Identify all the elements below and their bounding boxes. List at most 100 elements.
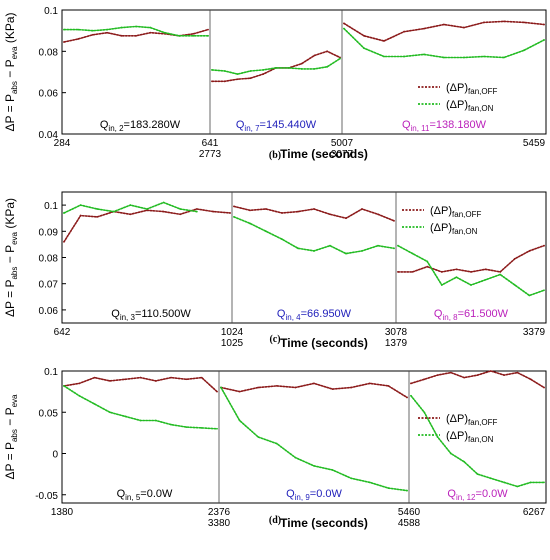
data-point-fan-on <box>476 473 479 476</box>
data-point-fan-on <box>470 284 472 286</box>
data-point-fan-off <box>139 376 142 379</box>
heat-load-value: =66.950W <box>301 308 352 320</box>
data-point-fan-on <box>262 69 265 71</box>
y-tick-label: 0.08 <box>39 254 59 265</box>
heat-load-value: =0.0W <box>140 488 173 500</box>
data-point-fan-off <box>216 390 218 393</box>
data-point-fan-on <box>195 210 198 213</box>
data-point-fan-off <box>91 33 94 36</box>
heat-load-label: Qin, 9=0.0W <box>286 488 342 502</box>
data-point-fan-off <box>78 382 81 385</box>
legend-main: (ΔP) <box>430 205 452 217</box>
data-point-fan-on <box>233 215 235 218</box>
data-point-fan-off <box>440 271 443 273</box>
data-point-fan-on <box>450 452 452 455</box>
data-point-fan-off <box>96 215 99 218</box>
data-point-fan-off <box>236 78 239 81</box>
data-point-fan-off <box>393 219 395 222</box>
data-point-fan-on <box>163 31 166 34</box>
series-line-fan-off-seg3 <box>397 244 545 273</box>
legend-label-fan-off: (ΔP)fan,OFF <box>446 82 497 96</box>
legend-label-fan-on: (ΔP)fan,ON <box>446 99 494 113</box>
data-point-fan-off <box>135 34 137 37</box>
heat-load-subscript: in, 3 <box>120 313 136 322</box>
series-line-fan-on-seg3 <box>343 27 545 59</box>
data-point-fan-off <box>185 378 188 381</box>
data-point-fan-off <box>124 378 127 381</box>
y-axis-label-part: abs <box>10 81 19 94</box>
data-point-fan-on <box>154 419 157 422</box>
data-point-fan-off <box>483 21 485 24</box>
data-point-fan-on <box>170 423 173 426</box>
heat-load-label: Qin, 4=66.950W <box>277 308 352 322</box>
data-point-fan-on <box>523 49 525 52</box>
legend-main: (ΔP) <box>446 82 468 94</box>
data-point-fan-off <box>463 26 465 29</box>
data-point-fan-on <box>106 28 109 31</box>
heat-load-symbol: Q <box>277 308 286 320</box>
y-axis-label-part: ΔP = P <box>3 442 17 479</box>
y-axis-label-part: eva <box>10 394 19 407</box>
data-point-fan-off <box>368 382 371 385</box>
data-point-fan-on <box>313 250 315 252</box>
data-point-fan-on <box>503 481 505 484</box>
x-tick-label: 5459 <box>523 138 546 149</box>
y-axis-label-part: − P <box>3 407 17 429</box>
data-point-fan-off <box>129 213 132 216</box>
data-point-fan-on <box>543 481 545 484</box>
y-axis-label-part: (KPa) <box>3 198 17 232</box>
heat-load-symbol: Q <box>434 308 443 320</box>
data-point-fan-off <box>463 376 466 379</box>
data-point-fan-off <box>406 396 408 399</box>
y-axis-label-part: ΔP = P <box>3 94 17 131</box>
data-point-fan-off <box>436 374 439 377</box>
heat-load-label: Qin, 11=138.180W <box>402 119 487 133</box>
data-point-fan-on <box>120 26 123 29</box>
data-point-fan-on <box>436 436 439 438</box>
data-point-fan-off <box>529 378 532 381</box>
data-point-fan-off <box>211 80 213 83</box>
data-point-fan-off <box>387 384 390 387</box>
data-point-fan-on <box>179 208 182 210</box>
data-point-fan-on <box>300 68 303 70</box>
heat-load-value: =0.0W <box>476 488 509 500</box>
plot-frame <box>61 370 547 504</box>
data-point-fan-on <box>220 386 222 389</box>
heat-load-label: Qin, 3=110.500W <box>111 308 191 322</box>
data-point-fan-off <box>329 213 331 216</box>
data-point-fan-on <box>499 273 502 276</box>
data-point-fan-on <box>503 56 505 59</box>
y-tick-label: 0 <box>52 450 58 461</box>
data-point-fan-off <box>397 271 399 273</box>
data-point-fan-on <box>135 25 137 28</box>
data-point-fan-off <box>383 40 385 42</box>
data-point-fan-on <box>377 244 379 247</box>
legend-label-fan-on: (ΔP)fan,ON <box>446 430 494 444</box>
y-axis-label-part: eva <box>10 46 19 59</box>
data-point-fan-on <box>543 39 545 41</box>
data-point-fan-off <box>229 212 231 214</box>
data-point-fan-off <box>484 268 487 271</box>
data-point-fan-off <box>543 244 545 247</box>
heat-load-label: Qin, 5=0.0W <box>117 488 173 502</box>
heat-load-symbol: Q <box>286 488 295 500</box>
data-point-fan-on <box>139 419 142 422</box>
x-tick-label: 4588 <box>398 518 421 529</box>
data-point-fan-on <box>77 28 80 31</box>
y-tick-label: 0.1 <box>44 367 58 378</box>
data-point-fan-off <box>195 208 198 210</box>
data-point-fan-off <box>345 217 347 220</box>
x-tick-label: 3078 <box>385 327 408 338</box>
data-point-fan-on <box>238 419 241 422</box>
subfigure-label: (b) <box>269 150 281 161</box>
legend-main: (ΔP) <box>430 222 452 234</box>
data-point-fan-off <box>262 73 265 75</box>
y-tick-label: 0.1 <box>44 201 58 212</box>
data-point-fan-on <box>440 284 443 286</box>
data-point-fan-off <box>411 271 414 273</box>
y-axis-label-part: − P <box>3 59 17 81</box>
data-point-fan-on <box>109 411 111 414</box>
x-tick-label: 3379 <box>523 327 546 338</box>
data-point-fan-off <box>300 62 303 65</box>
data-point-fan-off <box>223 80 226 83</box>
